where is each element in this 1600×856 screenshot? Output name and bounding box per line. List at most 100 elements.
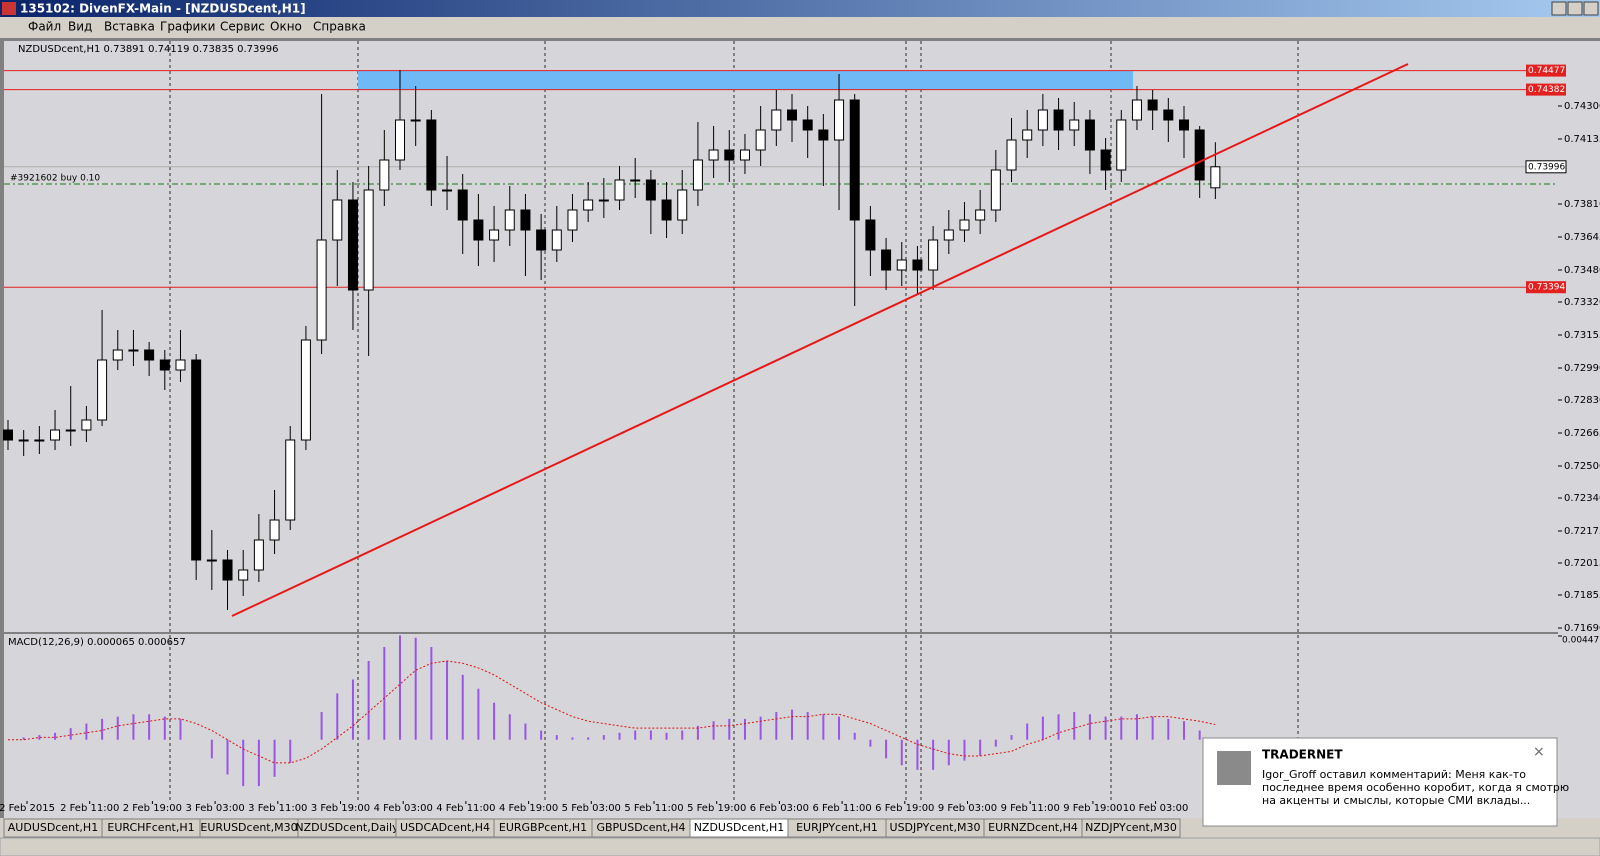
level-tag [1526,281,1566,294]
minimize-button[interactable] [1551,1,1567,16]
x-tick-label: 2 Feb 2015 [0,803,55,814]
candle-body [473,219,484,241]
close-button[interactable] [1583,1,1599,16]
tab-label[interactable]: NZDUSDcent,Daily [295,821,399,834]
tab-label[interactable]: EURCHFcent,H1 [107,821,194,834]
y-tick-label: 0.73645 [1564,232,1600,243]
menu-item[interactable]: Графики [160,20,215,34]
x-tick-label: 3 Feb 19:00 [311,803,370,814]
tab-label[interactable]: EURJPYcent,H1 [796,821,878,834]
tab-label[interactable]: NZDUSDcent,H1 [694,821,785,834]
maximize-button[interactable] [1567,1,1583,16]
candle-body [567,209,578,231]
candle-body [1100,149,1111,171]
menu-item[interactable]: Окно [270,20,302,34]
candle-body [990,169,1001,211]
window-buttons[interactable] [1551,1,1599,16]
tab-label[interactable]: NZDJPYcent,M30 [1085,821,1177,834]
candle-body [787,109,797,121]
x-tick-label: 5 Feb 03:00 [562,803,621,814]
candle-body [692,159,703,191]
candle-body [896,259,907,271]
x-tick-label: 9 Feb 03:00 [938,803,997,814]
candle-body [300,339,311,441]
app-icon [2,2,16,15]
status-bar [0,837,1600,856]
candle-body [285,439,296,521]
x-tick-label: 6 Feb 11:00 [812,803,871,814]
price-axis [1558,41,1600,801]
y-tick-label: 0.74135 [1564,134,1600,145]
menu-item[interactable]: Справка [313,20,366,34]
y-tick-label: 0.72175 [1564,526,1600,537]
x-tick-label: 3 Feb 11:00 [248,803,307,814]
candle-body [708,149,719,161]
tab-label[interactable]: USDJPYcent,M30 [890,821,981,834]
level-label: 0.74382 [1528,85,1565,95]
candle-body [943,229,954,241]
x-tick-label: 2 Feb 19:00 [123,803,182,814]
candle-body [1037,109,1048,131]
x-tick-label: 5 Feb 19:00 [687,803,746,814]
tab[interactable] [1081,818,1181,838]
candle-body [159,359,170,371]
x-tick-label: 4 Feb 19:00 [499,803,558,814]
x-tick-label: 5 Feb 11:00 [624,803,683,814]
menu-item[interactable]: Вставка [104,20,155,34]
candle-body [410,119,421,122]
candle-body [3,429,13,441]
candle-body [206,559,217,562]
candle-body [238,569,249,581]
tab-label[interactable]: EURNZDcent,H4 [988,821,1078,834]
x-tick-label: 6 Feb 03:00 [750,803,809,814]
tab-label[interactable]: EURGBPcent,H1 [499,821,587,834]
candle-body [269,519,280,541]
candle-body [583,199,594,211]
notification[interactable]: TRADERNET × Igor_Groff оставил комментар… [1202,737,1569,827]
notification-line: на акценты и смыслы, которые СМИ вклады.… [1262,794,1530,807]
candle-body [1210,166,1221,189]
candle-body [1163,109,1174,121]
price-pane [4,41,1558,632]
notification-line: Igor_Groff оставил комментарий: Меня как… [1262,768,1526,781]
candle-body [191,359,202,561]
notification-close[interactable]: × [1533,744,1545,760]
candle-body [112,349,123,361]
notification-box [1202,737,1558,827]
candle-body [661,199,672,221]
candle-body [739,149,750,161]
candle-body [928,239,939,271]
x-tick-label: 4 Feb 03:00 [374,803,433,814]
y-tick-label: 0.73155 [1564,330,1600,341]
price-tag [1525,160,1567,174]
candle-body [1131,99,1142,121]
tab-label[interactable]: GBPUSDcent,H4 [596,821,685,834]
candle-body [144,349,155,361]
candle-body [520,209,531,231]
menu-bar [0,17,1600,38]
candle-body [598,199,609,202]
level-label: 0.73394 [1528,283,1565,293]
candle-body [645,179,656,201]
tab-label[interactable]: AUDUSDcent,H1 [8,821,98,834]
notification-title: TRADERNET [1262,748,1343,762]
candle-body [630,179,641,182]
candle-body [18,439,29,442]
candle-body [755,129,766,151]
x-tick-label: 6 Feb 19:00 [875,803,934,814]
candle-body [316,239,327,341]
menu-item[interactable]: Файл [28,20,61,34]
trendline [231,63,1409,617]
menu-item[interactable]: Сервис [220,20,265,34]
menu-item[interactable]: Вид [68,20,92,34]
x-tick-label: 9 Feb 19:00 [1063,803,1122,814]
tab-label[interactable]: USDCADcent,H4 [400,821,490,834]
candle-body [379,159,390,191]
tab-label[interactable]: EURUSDcent,M30 [200,821,297,834]
candle-body [912,259,923,271]
